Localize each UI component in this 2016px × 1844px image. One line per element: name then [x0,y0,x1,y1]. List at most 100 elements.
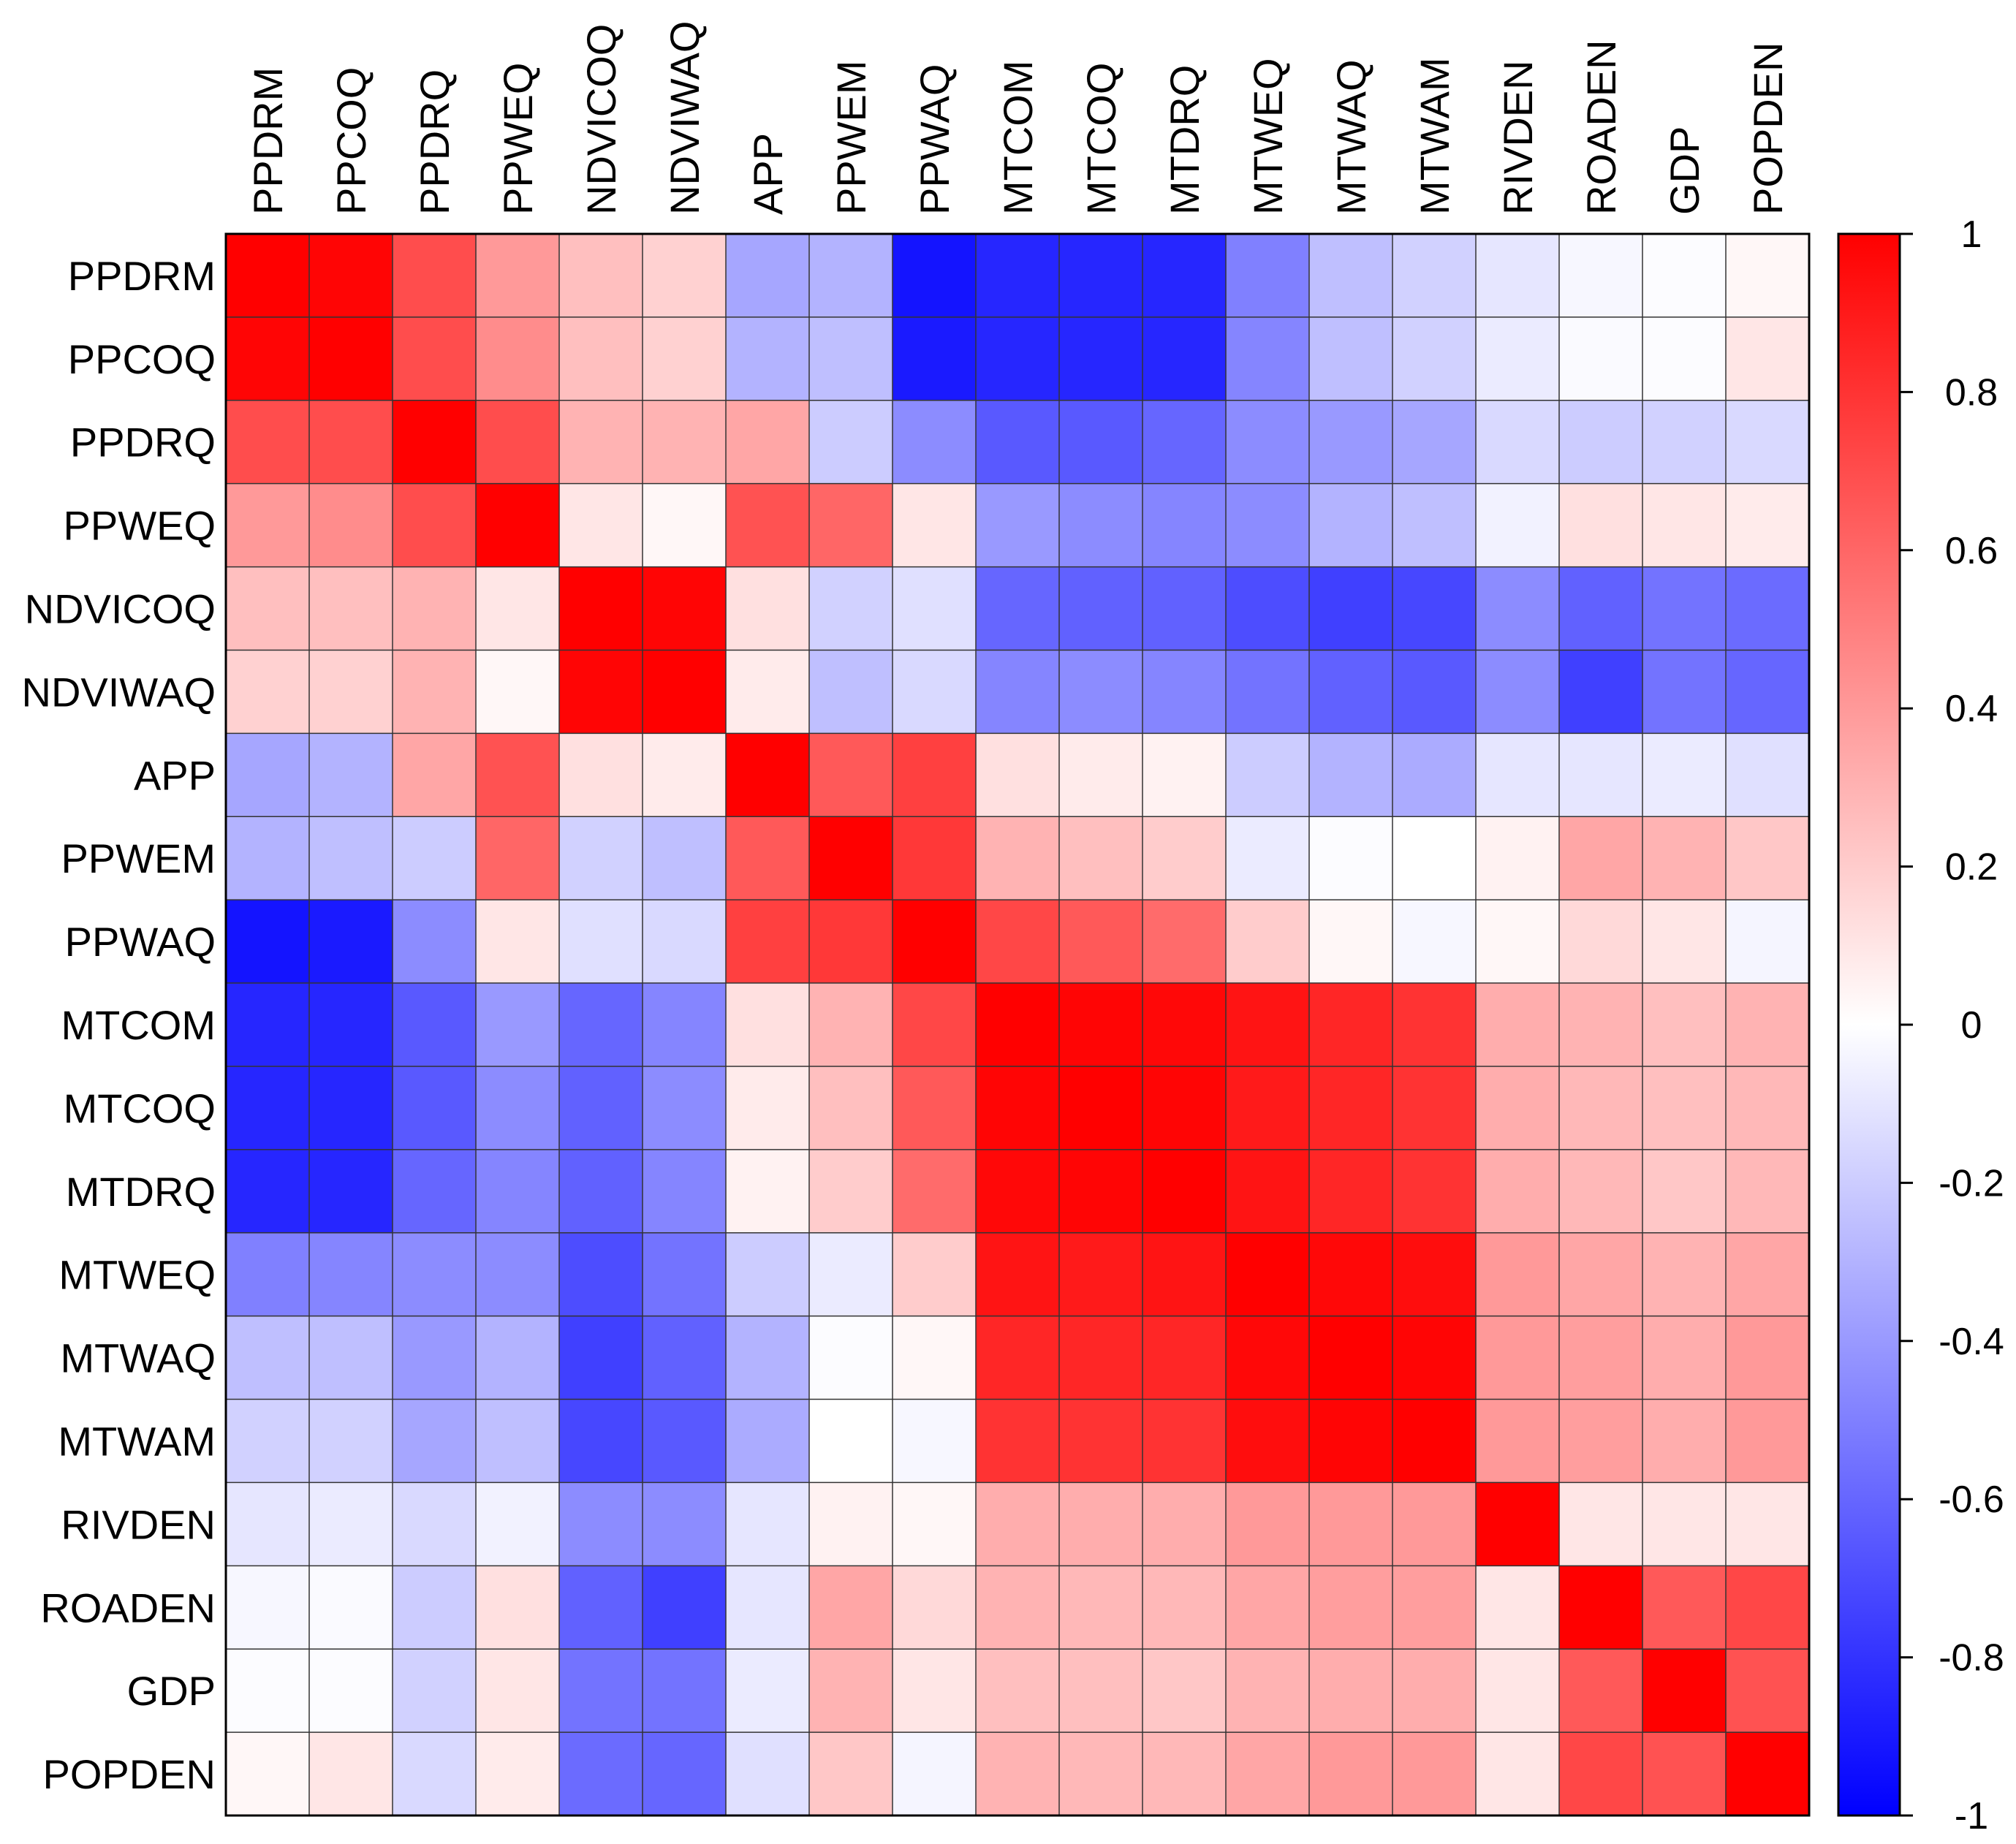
heatmap-cell-rivden-app [726,1482,810,1566]
heatmap-cell-rivden-mtdrq [1142,1482,1227,1566]
heatmap-cell-ppdrm-app [726,234,810,318]
heatmap-cell-mtdrq-mtcom [976,1149,1060,1234]
heatmap-cell-ppdrq-app [726,400,810,485]
heatmap-cell-rivden-mtwaq [1309,1482,1393,1566]
heatmap-cell-app-ndviwaq [643,733,727,817]
heatmap-cell-popden-roaden [1559,1732,1643,1816]
heatmap-cell-mtcoq-ppweq [476,1066,560,1150]
heatmap-cell-mtcoq-ppwaq [893,1066,977,1150]
heatmap-cell-ppweq-ppcoq [309,483,393,568]
heatmap-cell-gdp-popden [1726,1649,1810,1733]
row-label-ppweq: PPWEQ [64,503,216,549]
heatmap-cell-ppdrq-ppcoq [309,400,393,485]
heatmap-cell-ndvicoq-ppwaq [893,566,977,650]
heatmap-cell-ndviwaq-ppdrm [226,650,310,734]
heatmap-cell-ndvicoq-ppcoq [309,566,393,650]
heatmap-cell-mtwaq-mtwaq [1309,1316,1393,1400]
heatmap-border [224,232,1811,1817]
heatmap-cell-ppweq-ppwem [809,483,893,568]
heatmap-cell-roaden-mtcoq [1059,1566,1143,1650]
heatmap-cell-app-mtdrq [1142,733,1227,817]
heatmap-cell-popden-popden [1726,1732,1810,1816]
heatmap-cell-ppwaq-rivden [1476,900,1560,984]
heatmap-cell-mtwaq-mtcom [976,1316,1060,1400]
heatmap-cell-app-mtcoq [1059,733,1143,817]
colorbar-tick-label: 0.6 [1945,530,1998,572]
heatmap-cell-mtcom-roaden [1559,983,1643,1067]
heatmap-cell-ppweq-app [726,483,810,568]
heatmap-cell-mtwaq-roaden [1559,1316,1643,1400]
heatmap-cell-gdp-ppweq [476,1649,560,1733]
heatmap-cell-ppcoq-app [726,316,810,401]
heatmap-cell-ppcoq-ppdrm [226,316,310,401]
heatmap-cells [226,234,1810,1816]
heatmap-cell-mtcom-gdp [1642,983,1727,1067]
row-label-app: APP [134,752,216,798]
heatmap-cell-ppdrq-mtcom [976,400,1060,485]
heatmap-cell-mtcom-ppwaq [893,983,977,1067]
heatmap-cell-ndvicoq-ndvicoq [559,566,643,650]
heatmap-cell-ppdrm-gdp [1642,234,1727,318]
heatmap-cell-mtweq-ndvicoq [559,1232,643,1317]
heatmap-cell-rivden-ppwaq [893,1482,977,1566]
heatmap-cell-roaden-ndvicoq [559,1566,643,1650]
heatmap-cell-popden-ndvicoq [559,1732,643,1816]
heatmap-cell-ndvicoq-mtcom [976,566,1060,650]
row-label-ppwem: PPWEM [61,835,216,881]
heatmap-cell-mtwaq-ppcoq [309,1316,393,1400]
heatmap-cell-gdp-mtweq [1226,1649,1310,1733]
colorbar-tick-label: 1 [1961,213,1982,256]
heatmap-cell-mtweq-mtcom [976,1232,1060,1317]
heatmap-cell-ppwem-ppwaq [893,816,977,900]
row-label-mtwaq: MTWAQ [60,1335,216,1381]
heatmap-cell-mtwam-mtcoq [1059,1399,1143,1483]
heatmap-cell-ppweq-mtwam [1392,483,1477,568]
column-label-app: APP [745,133,791,215]
heatmap-cell-ndvicoq-ppweq [476,566,560,650]
heatmap-cell-mtweq-ppdrm [226,1232,310,1317]
heatmap-cell-ppweq-rivden [1476,483,1560,568]
heatmap-cell-ppcoq-rivden [1476,316,1560,401]
heatmap-cell-roaden-ppwem [809,1566,893,1650]
row-label-mtcoq: MTCOQ [64,1085,216,1131]
colorbar-tick-label: 0.2 [1945,846,1998,889]
heatmap-cell-ppdrq-roaden [1559,400,1643,485]
heatmap-cell-mtwaq-mtdrq [1142,1316,1227,1400]
colorbar-tick-label: -0.6 [1939,1479,2004,1521]
row-labels: PPDRM PPCOQ PPDRQ PPWEQ NDVICOQ NDVIWAQ APP PPW… [22,253,216,1797]
heatmap-cell-ppwem-ppdrq [393,816,477,900]
row-label-ndvicoq: NDVICOQ [25,586,216,632]
heatmap-cell-roaden-popden [1726,1566,1810,1650]
heatmap-cell-popden-ppdrm [226,1732,310,1816]
heatmap-cell-gdp-rivden [1476,1649,1560,1733]
heatmap-cell-ppdrq-ppwaq [893,400,977,485]
heatmap-cell-ndviwaq-roaden [1559,650,1643,734]
column-label-mtwaq: MTWAQ [1328,59,1374,215]
heatmap-cell-app-ppweq [476,733,560,817]
heatmap-cell-ppwem-mtdrq [1142,816,1227,900]
heatmap-cell-ndviwaq-mtweq [1226,650,1310,734]
heatmap-cell-mtcom-rivden [1476,983,1560,1067]
heatmap-cell-mtweq-popden [1726,1232,1810,1317]
heatmap-cell-mtcom-mtcoq [1059,983,1143,1067]
heatmap-cell-mtweq-ppweq [476,1232,560,1317]
heatmap-cell-ppwaq-ppwaq [893,900,977,984]
heatmap-cell-mtweq-ppcoq [309,1232,393,1317]
heatmap-cell-roaden-gdp [1642,1566,1727,1650]
heatmap-cell-popden-rivden [1476,1732,1560,1816]
heatmap-cell-mtcom-ndviwaq [643,983,727,1067]
heatmap-cell-mtdrq-mtweq [1226,1149,1310,1234]
column-label-mtdrq: MTDRQ [1162,65,1208,215]
heatmap-cell-app-mtwam [1392,733,1477,817]
heatmap-cell-gdp-gdp [1642,1649,1727,1733]
heatmap-cell-mtweq-ppdrq [393,1232,477,1317]
heatmap-cell-mtcom-mtdrq [1142,983,1227,1067]
heatmap-cell-mtcoq-mtweq [1226,1066,1310,1150]
heatmap-cell-ppdrq-ppweq [476,400,560,485]
heatmap-cell-ppweq-mtdrq [1142,483,1227,568]
colorbar-tick-label: 0.4 [1945,688,1998,730]
heatmap-cell-ppwem-mtweq [1226,816,1310,900]
heatmap-cell-ppcoq-gdp [1642,316,1727,401]
heatmap-cell-mtdrq-ppwem [809,1149,893,1234]
heatmap-cell-mtweq-ndviwaq [643,1232,727,1317]
